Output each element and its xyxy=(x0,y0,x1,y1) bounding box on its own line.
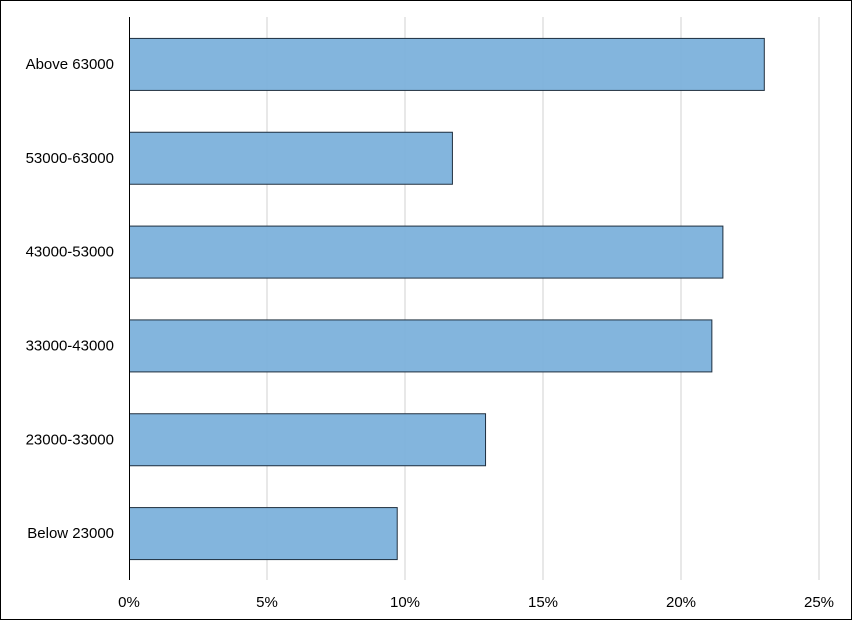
bars xyxy=(129,37,765,561)
x-tick-labels: 0% 5% 10% 15% 20% 25% xyxy=(118,594,834,611)
bar-23000-33000 xyxy=(129,413,487,467)
grid-lines xyxy=(266,17,820,580)
category-label-33000-43000: 33000-43000 xyxy=(26,337,114,354)
x-tick-label-0: 0% xyxy=(118,594,140,611)
category-label-below-23000: Below 23000 xyxy=(27,525,114,542)
x-tick-label-10: 10% xyxy=(390,594,420,611)
category-label-43000-53000: 43000-53000 xyxy=(26,244,114,261)
bar-43000-53000 xyxy=(129,225,724,279)
x-tick-label-5: 5% xyxy=(256,594,278,611)
bar-53000-63000 xyxy=(129,131,453,185)
bar-below-23000 xyxy=(129,507,398,561)
x-tick-label-20: 20% xyxy=(666,594,696,611)
category-label-53000-63000: 53000-63000 xyxy=(26,150,114,167)
x-tick-label-25: 25% xyxy=(804,594,834,611)
category-label-23000-33000: 23000-33000 xyxy=(26,431,114,448)
category-label-above-63000: Above 63000 xyxy=(26,56,114,73)
category-labels: Above 63000 53000-63000 43000-53000 33000-4… xyxy=(26,56,114,542)
x-tick-label-15: 15% xyxy=(528,594,558,611)
bar-33000-43000 xyxy=(129,319,713,373)
bar-above-63000 xyxy=(129,37,765,91)
